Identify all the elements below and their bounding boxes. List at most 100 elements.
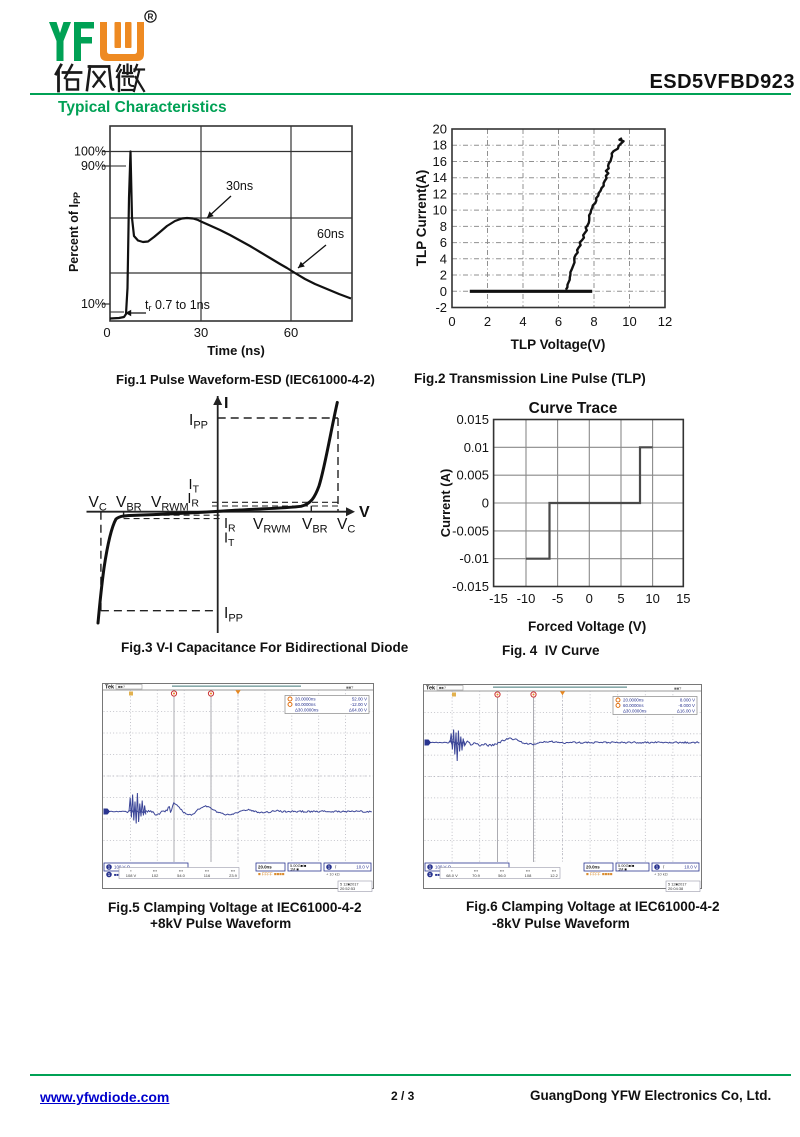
svg-text:5.00G■/■: 5.00G■/■: [290, 863, 307, 868]
svg-text:■ FFFF ■■■■: ■ FFFF ■■■■: [258, 872, 285, 877]
svg-text:IT: IT: [224, 531, 235, 550]
svg-text:0.005: 0.005: [456, 468, 489, 483]
svg-text:116: 116: [204, 873, 211, 878]
svg-text:1: 1: [429, 865, 432, 870]
svg-text:-5: -5: [552, 591, 564, 606]
svg-text:54.0: 54.0: [177, 873, 186, 878]
svg-text:-10: -10: [517, 591, 536, 606]
svg-text:60.0000ns: 60.0000ns: [623, 703, 644, 708]
svg-text:20.0ns: 20.0ns: [258, 865, 272, 870]
svg-text:0: 0: [482, 496, 489, 511]
svg-text:1: 1: [328, 865, 331, 870]
svg-text:Δ64.00 V: Δ64.00 V: [349, 707, 367, 712]
svg-text:8.000 V: 8.000 V: [680, 698, 695, 703]
svg-text:0.015: 0.015: [456, 412, 489, 427]
svg-text:12: 12: [658, 314, 672, 329]
svg-text:-0.005: -0.005: [452, 523, 489, 538]
svg-text:■ FFFF ■■■■: ■ FFFF ■■■■: [586, 872, 613, 877]
svg-text:52.00 V: 52.00 V: [352, 697, 367, 702]
svg-text:VBR: VBR: [116, 494, 142, 514]
svg-text:100 V Ω: 100 V Ω: [435, 865, 452, 870]
svg-text:108 V: 108 V: [126, 873, 137, 878]
svg-text:R: R: [148, 12, 154, 21]
svg-text:VC: VC: [337, 516, 355, 536]
svg-text:20:04:38: 20:04:38: [668, 886, 683, 891]
svg-text:8: 8: [440, 219, 447, 234]
svg-text:▪▪▪: ▪▪▪: [231, 868, 236, 873]
svg-text:60ns: 60ns: [317, 227, 344, 241]
svg-text:2: 2: [484, 314, 491, 329]
svg-text:■■?: ■■?: [118, 684, 126, 689]
svg-text:V: V: [359, 504, 370, 521]
svg-text:Percent of IPP: Percent of IPP: [67, 192, 82, 272]
svg-text:▪▪▪: ▪▪▪: [179, 868, 184, 873]
svg-text:■■?: ■■?: [674, 686, 682, 691]
svg-text:-0.015: -0.015: [452, 579, 489, 594]
svg-text:18: 18: [433, 138, 447, 153]
svg-text:+ 10 kΩ: + 10 kΩ: [654, 872, 668, 877]
svg-text:10: 10: [622, 314, 636, 329]
svg-text:6: 6: [555, 314, 562, 329]
svg-text:10: 10: [433, 203, 447, 218]
svg-text:56.0: 56.0: [498, 873, 507, 878]
svg-text:Tek: Tek: [105, 685, 115, 691]
svg-text:1: 1: [429, 872, 432, 877]
svg-text:2: 2: [440, 268, 447, 283]
svg-text:■■: ■■: [114, 872, 119, 877]
svg-text:TLP Voltage(V): TLP Voltage(V): [511, 337, 606, 352]
svg-text:0: 0: [448, 314, 455, 329]
svg-text:16: 16: [433, 154, 447, 169]
svg-text:▪▪▪: ▪▪▪: [474, 868, 479, 873]
svg-text:10.0 V: 10.0 V: [356, 865, 369, 870]
svg-text:Time (ns): Time (ns): [207, 343, 265, 358]
svg-text:12: 12: [433, 186, 447, 201]
svg-text:0: 0: [103, 325, 110, 340]
svg-text:5 12■2017: 5 12■2017: [340, 881, 359, 886]
svg-text:100 V Ω: 100 V Ω: [114, 865, 131, 870]
svg-text:-0.01: -0.01: [459, 551, 489, 566]
svg-text:10%: 10%: [81, 297, 106, 311]
svg-text:1M ■: 1M ■: [618, 867, 627, 872]
svg-text:-8.000 V: -8.000 V: [678, 703, 695, 708]
svg-text:-12.00 V: -12.00 V: [350, 702, 367, 707]
svg-text:VRWM: VRWM: [151, 494, 189, 514]
svg-text:5 12■2017: 5 12■2017: [668, 881, 687, 886]
svg-text:10.0 V: 10.0 V: [684, 865, 697, 870]
svg-text:30: 30: [194, 325, 208, 340]
svg-text:60.0000ns: 60.0000ns: [295, 702, 316, 707]
svg-text:1: 1: [108, 865, 111, 870]
svg-text:108: 108: [525, 873, 532, 878]
svg-text:-15: -15: [489, 591, 508, 606]
svg-text:68.0 V: 68.0 V: [446, 873, 458, 878]
svg-text:VRWM: VRWM: [253, 516, 291, 536]
svg-text:23.9: 23.9: [229, 873, 238, 878]
svg-text:tr 0.7 to 1ns: tr 0.7 to 1ns: [145, 298, 210, 313]
svg-text:▪▪▪: ▪▪▪: [205, 868, 210, 873]
svg-text:Δ30.0000ns: Δ30.0000ns: [623, 708, 647, 713]
svg-text:15: 15: [676, 591, 690, 606]
svg-text:1: 1: [656, 865, 659, 870]
svg-text:▪▪▪: ▪▪▪: [552, 868, 557, 873]
svg-text:VC: VC: [89, 494, 107, 514]
svg-text:20.0000ns: 20.0000ns: [623, 698, 644, 703]
svg-text:4: 4: [519, 314, 526, 329]
svg-text:20: 20: [433, 122, 447, 137]
svg-text:60: 60: [284, 325, 298, 340]
svg-text:▪▪▪: ▪▪▪: [153, 868, 158, 873]
svg-text:5: 5: [617, 591, 624, 606]
svg-text:I: I: [224, 395, 228, 412]
svg-text:Tek: Tek: [426, 686, 436, 692]
svg-text:1M ■: 1M ■: [290, 867, 299, 872]
svg-text:10: 10: [645, 591, 659, 606]
svg-text:20:52:53: 20:52:53: [340, 886, 355, 891]
svg-text:20.0ns: 20.0ns: [586, 865, 600, 870]
svg-text:IPP: IPP: [224, 605, 243, 625]
svg-text:0: 0: [440, 284, 447, 299]
svg-text:4: 4: [440, 251, 447, 266]
svg-text:90%: 90%: [81, 159, 106, 173]
svg-text:Δ16.00 V: Δ16.00 V: [677, 708, 695, 713]
svg-text:102: 102: [152, 873, 159, 878]
svg-text:▪: ▪: [130, 868, 132, 873]
svg-text:■■?: ■■?: [346, 685, 354, 690]
svg-text:1: 1: [108, 872, 111, 877]
